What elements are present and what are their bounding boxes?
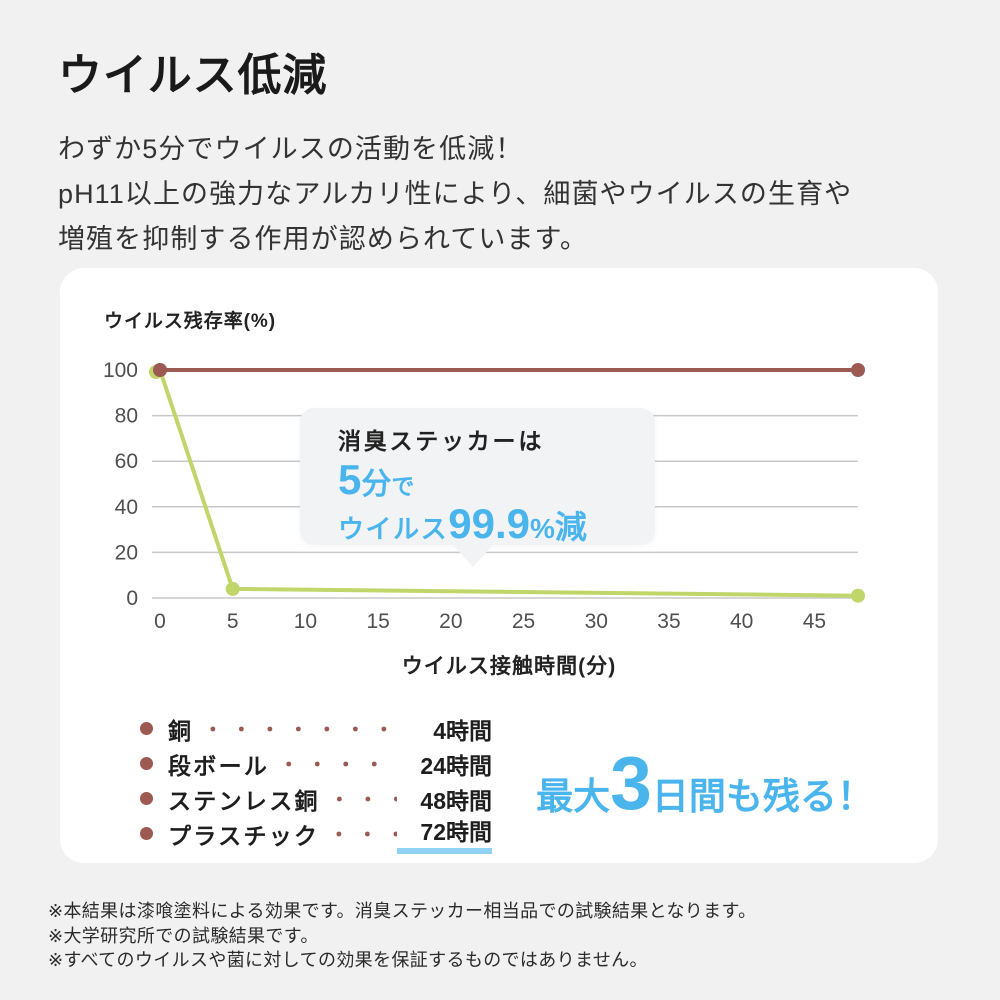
- x-tick-label: 35: [657, 610, 680, 633]
- highlight-prefix: 最大: [536, 776, 611, 817]
- callout-percent-number: 99.9: [448, 500, 530, 548]
- footnote-line: ※本結果は漆喰塗料による効果です。消臭ステッカー相当品での試験結果となります。: [48, 901, 757, 921]
- data-point-dot: [851, 363, 865, 377]
- legend-row: ステンレス銅 ・・・・・ 48時間: [140, 781, 492, 816]
- chart-svg: 100 80 60 40 20 00 5 10 15 20 25 30 35 40 45: [103, 359, 865, 633]
- legend-row: プラスチック ・・・・・ 72時間: [140, 813, 492, 854]
- callout-tail-icon: [453, 545, 493, 567]
- callout-minutes-unit: 分: [361, 468, 392, 501]
- y-tick-label: 0: [126, 587, 138, 610]
- x-tick-label: 30: [585, 610, 608, 633]
- x-tick-label: 0: [154, 610, 166, 633]
- legend-row: 段ボール ・・・・・・・・ 24時間: [140, 746, 492, 781]
- legend-label: プラスチック: [168, 822, 320, 849]
- legend-row: 銅 ・・・・・・・・・・・・・ 4時間: [140, 711, 492, 746]
- highlight-text: 最大3日間も残る！: [530, 746, 880, 821]
- legend-bullet-icon: [140, 827, 153, 840]
- callout-percent-prefix: ウイルス: [338, 514, 449, 545]
- legend-dots: ・・・・・: [329, 825, 397, 846]
- x-tick-label: 25: [512, 610, 535, 633]
- legend-label: 段ボール: [168, 752, 270, 779]
- y-tick-label: 20: [115, 541, 138, 564]
- legend-bullet-icon: [140, 757, 153, 770]
- data-point-dot: [851, 588, 865, 603]
- highlight-number: 3: [610, 741, 652, 825]
- callout-percent: ウイルス99.9%減: [338, 502, 655, 546]
- x-axis-title: ウイルス接触時間(分): [401, 655, 617, 678]
- legend-bullet-icon: [140, 792, 153, 805]
- legend-dots: ・・・・・: [329, 790, 397, 811]
- intro-text: わずか5分でウイルスの活動を低減！ pH11以上の強力なアルカリ性により、細菌や…: [58, 127, 852, 262]
- y-tick-label: 100: [103, 359, 138, 382]
- callout-percent-sign: %: [530, 513, 555, 545]
- data-point-dot: [225, 581, 240, 596]
- callout-minutes-number: 5: [338, 456, 362, 503]
- intro-line: わずか5分でウイルスの活動を低減！: [58, 134, 524, 164]
- x-tick-label: 40: [730, 610, 753, 633]
- legend-value: 48時間: [420, 787, 492, 814]
- footnote-line: ※大学研究所での試験結果です。: [48, 925, 319, 946]
- highlight-suffix: 日間も残る！: [651, 776, 874, 817]
- chart-card: ウイルス残存率(%) 100 80 60 40 20 0 0 5 10 15 20 25 30 35 40 4…: [60, 268, 938, 863]
- legend-value-underlined: 72時間: [397, 813, 492, 854]
- intro-line: 増殖を抑制する作用が認められています。: [58, 224, 589, 254]
- callout: 消臭ステッカーは 5分で ウイルス99.9%減: [300, 408, 655, 567]
- legend-dots: ・・・・・・・・: [279, 755, 397, 776]
- legend-dots: ・・・・・・・・・・・・・: [203, 720, 397, 741]
- footnote-line: ※すべてのウイルスや菌に対しての効果を保証するものではありません。: [48, 950, 648, 970]
- y-tick-label: 40: [115, 496, 138, 519]
- x-tick-label: 15: [366, 610, 389, 633]
- y-tick-label: 60: [115, 450, 138, 473]
- page-title: ウイルス低減: [58, 51, 328, 100]
- data-point-dot: [153, 363, 167, 377]
- callout-minutes-suffix: で: [391, 473, 415, 499]
- x-tick-label: 20: [439, 610, 462, 633]
- legend-value: 4時間: [433, 717, 492, 744]
- intro-line: pH11以上の強力なアルカリ性により、細菌やウイルスの生育や: [58, 179, 853, 209]
- callout-percent-suffix: 減: [554, 509, 587, 546]
- legend-label: ステンレス銅: [168, 787, 320, 814]
- y-axis-title: ウイルス残存率(%): [104, 311, 277, 332]
- surface-legend: 銅 ・・・・・・・・・・・・・ 4時間 段ボール ・・・・・・・・ 24時間 ス…: [140, 711, 492, 854]
- legend-bullet-icon: [140, 722, 153, 735]
- legend-value: 24時間: [420, 752, 492, 779]
- callout-heading: 消臭ステッカーは: [338, 428, 545, 454]
- callout-minutes: 5分で: [338, 456, 655, 503]
- footnotes: ※本結果は漆喰塗料による効果です。消臭ステッカー相当品での試験結果となります。 …: [48, 899, 756, 973]
- x-tick-label: 5: [227, 610, 239, 633]
- x-tick-label: 10: [294, 610, 317, 633]
- x-tick-label: 45: [803, 610, 826, 633]
- legend-label: 銅: [168, 717, 194, 744]
- y-tick-label: 80: [115, 405, 138, 428]
